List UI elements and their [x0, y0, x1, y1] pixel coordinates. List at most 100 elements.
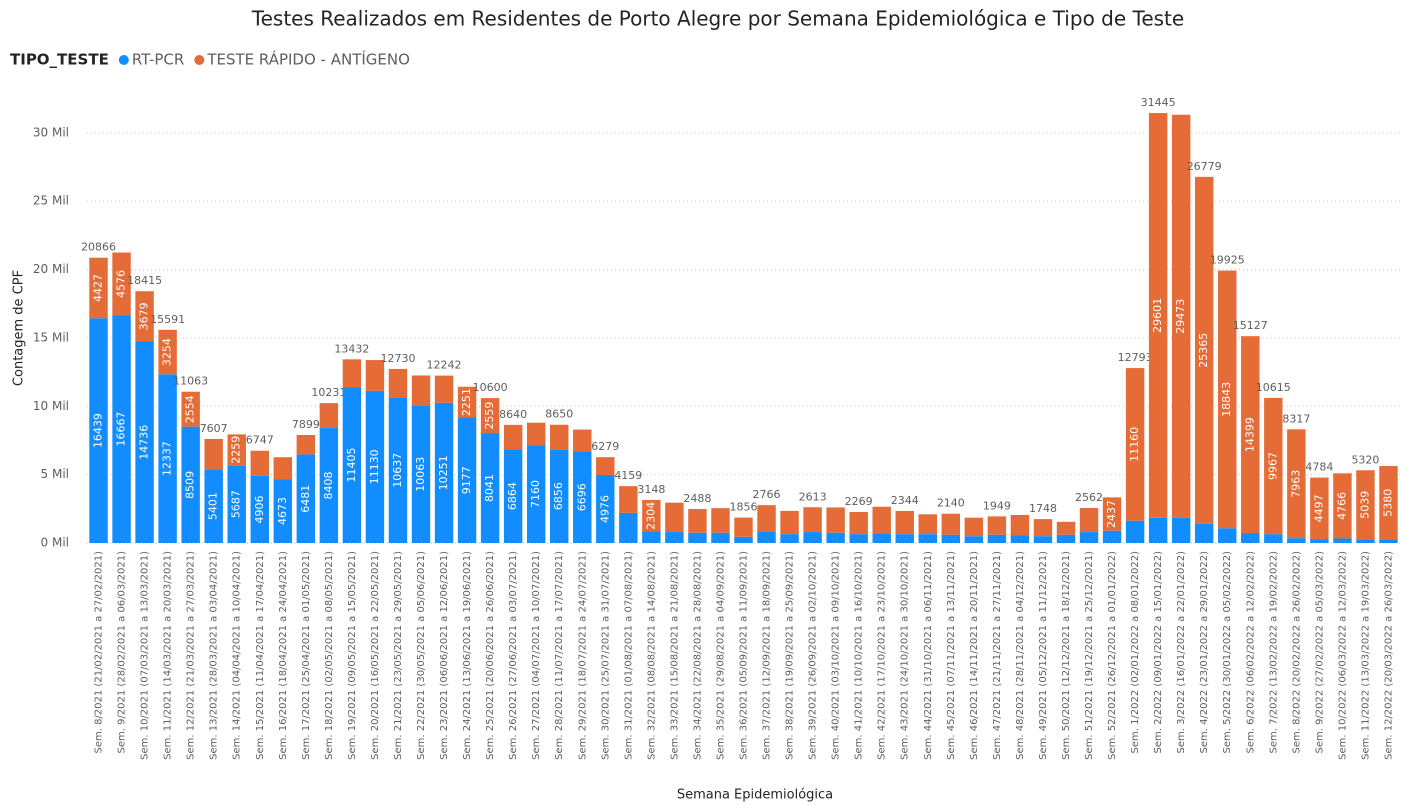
total-label: 2613 — [799, 490, 827, 503]
x-tick-label: Sem. 16/2021 (18/04/2021 a 24/04/2021) — [278, 551, 289, 760]
data-label: 2559 — [483, 402, 496, 430]
x-tick-label: Sem. 52/2021 (26/12/2021 a 01/01/2022) — [1107, 551, 1118, 760]
x-tick-label: Sem. 8/2021 (21/02/2021 a 27/02/2021) — [94, 551, 105, 754]
x-tick-label: Sem. 12/2022 (20/03/2022 a 26/03/2022) — [1383, 551, 1394, 760]
bar-segment — [665, 532, 684, 543]
bar-segment — [1079, 532, 1099, 543]
y-tick-label: 30 Mil — [33, 125, 69, 139]
x-tick-label: Sem. 20/2021 (16/05/2021 a 22/05/2021) — [370, 551, 381, 760]
total-label: 8650 — [545, 408, 573, 421]
x-tick-label: Sem. 8/2022 (20/02/2022 a 26/02/2022) — [1291, 551, 1302, 754]
x-tick-label: Sem. 40/2021 (03/10/2021 a 09/10/2021) — [831, 551, 842, 760]
bar-segment — [872, 506, 891, 534]
bar-segment — [1194, 523, 1214, 543]
x-tick-label: Sem. 7/2022 (13/02/2022 a 19/02/2022) — [1268, 551, 1279, 754]
bar-segment — [158, 329, 177, 375]
data-label: 8509 — [184, 471, 197, 499]
total-label: 26779 — [1187, 160, 1222, 173]
x-tick-label: Sem. 2/2022 (09/01/2022 a 15/01/2022) — [1153, 551, 1164, 754]
x-tick-label: Sem. 41/2021 (10/10/2021 a 16/10/2021) — [854, 551, 865, 760]
total-label: 2140 — [937, 497, 965, 510]
x-tick-label: Sem. 51/2021 (19/12/2021 a 25/12/2021) — [1084, 551, 1095, 760]
bar-segment — [503, 424, 523, 450]
total-label: 15127 — [1233, 319, 1268, 332]
y-tick-label: 10 Mil — [33, 399, 69, 413]
bar-segment — [227, 434, 246, 466]
bar-segment — [1356, 539, 1375, 543]
bar-segment — [112, 252, 131, 316]
x-tick-label: Sem. 48/2021 (28/11/2021 a 04/12/2021) — [1015, 551, 1026, 760]
bar-segment — [895, 534, 914, 543]
bar-segment — [204, 438, 223, 470]
bar-segment — [388, 397, 408, 543]
data-label: 7160 — [529, 480, 542, 508]
bar-segment — [319, 428, 339, 543]
total-label: 12242 — [427, 359, 462, 372]
bar-segment — [573, 429, 592, 452]
bar-segment — [388, 368, 408, 398]
bar-segment — [526, 445, 546, 543]
x-tick-label: Sem. 42/2021 (17/10/2021 a 23/10/2021) — [877, 551, 888, 760]
bar-segment — [642, 499, 661, 532]
bar-segment — [89, 318, 108, 543]
total-label: 11063 — [173, 375, 208, 388]
bar-segment — [1102, 497, 1122, 531]
bar-segment — [1264, 397, 1283, 535]
x-tick-label: Sem. 19/2021 (09/05/2021 a 15/05/2021) — [347, 551, 358, 760]
y-tick-label: 25 Mil — [33, 194, 69, 208]
data-label: 11130 — [368, 449, 381, 484]
x-tick-label: Sem. 22/2021 (30/05/2021 a 05/06/2021) — [416, 551, 427, 760]
data-label: 3679 — [138, 302, 151, 330]
data-label: 4576 — [115, 270, 128, 298]
x-tick-label: Sem. 3/2022 (16/01/2022 a 22/01/2022) — [1176, 551, 1187, 754]
bar-segment — [1218, 270, 1237, 529]
bar-segment — [1241, 336, 1260, 534]
bar-segment — [757, 505, 776, 532]
total-label: 6279 — [591, 440, 619, 453]
total-label: 18415 — [127, 274, 162, 287]
bar-segment — [480, 398, 500, 434]
x-tick-label: Sem. 37/2021 (12/09/2021 a 18/09/2021) — [762, 551, 773, 760]
bar-segment — [619, 512, 638, 543]
x-tick-label: Sem. 17/2021 (25/04/2021 a 01/05/2021) — [301, 551, 312, 760]
bar-segment — [711, 508, 730, 533]
bar-segment — [550, 449, 569, 543]
bar-segment — [1033, 519, 1053, 537]
x-tick-label: Sem. 26/2021 (27/06/2021 a 03/07/2021) — [508, 551, 519, 760]
x-tick-label: Sem. 46/2021 (14/11/2021 a 20/11/2021) — [969, 551, 980, 760]
data-label: 2259 — [230, 436, 243, 464]
data-label: 2304 — [644, 502, 657, 530]
data-label: 5401 — [207, 492, 220, 520]
bar-segment — [1010, 514, 1030, 536]
bar-segment — [1310, 477, 1329, 540]
x-tick-label: Sem. 49/2021 (05/12/2021 a 11/12/2021) — [1038, 551, 1049, 760]
x-tick-label: Sem. 11/2022 (13/03/2022 a 19/03/2022) — [1360, 551, 1371, 760]
bar-segment — [1033, 536, 1053, 543]
bar-segment — [1379, 466, 1398, 540]
data-label: 2554 — [184, 395, 197, 423]
bar-segment — [642, 531, 661, 543]
total-label: 31445 — [1141, 96, 1176, 109]
bar-segment — [941, 513, 961, 535]
bar-segment — [987, 534, 1007, 543]
x-tick-label: Sem. 18/2021 (02/05/2021 a 08/05/2021) — [324, 551, 335, 760]
bar-segment — [250, 475, 269, 543]
legend-marker — [194, 55, 205, 65]
bar-segment — [1310, 539, 1329, 543]
bar-segment — [296, 454, 316, 543]
bar-segment — [711, 532, 730, 543]
x-tick-label: Sem. 13/2021 (28/03/2021 a 03/04/2021) — [209, 551, 220, 760]
total-label: 2766 — [753, 488, 781, 501]
bar-segment — [1125, 368, 1145, 521]
bar-segment — [1102, 530, 1122, 543]
bar-segment — [826, 532, 845, 543]
y-tick-label: 5 Mil — [41, 467, 69, 481]
data-label: 5687 — [230, 490, 243, 518]
x-tick-label: Sem. 29/2021 (18/07/2021 a 24/07/2021) — [577, 551, 588, 760]
data-label: 3254 — [161, 338, 174, 366]
bar-segment — [665, 502, 684, 533]
bar-segment — [342, 387, 362, 543]
x-tick-label: Sem. 12/2021 (21/03/2021 a 27/03/2021) — [186, 551, 197, 760]
total-label: 13432 — [334, 342, 369, 355]
bar-segment — [1171, 517, 1191, 543]
